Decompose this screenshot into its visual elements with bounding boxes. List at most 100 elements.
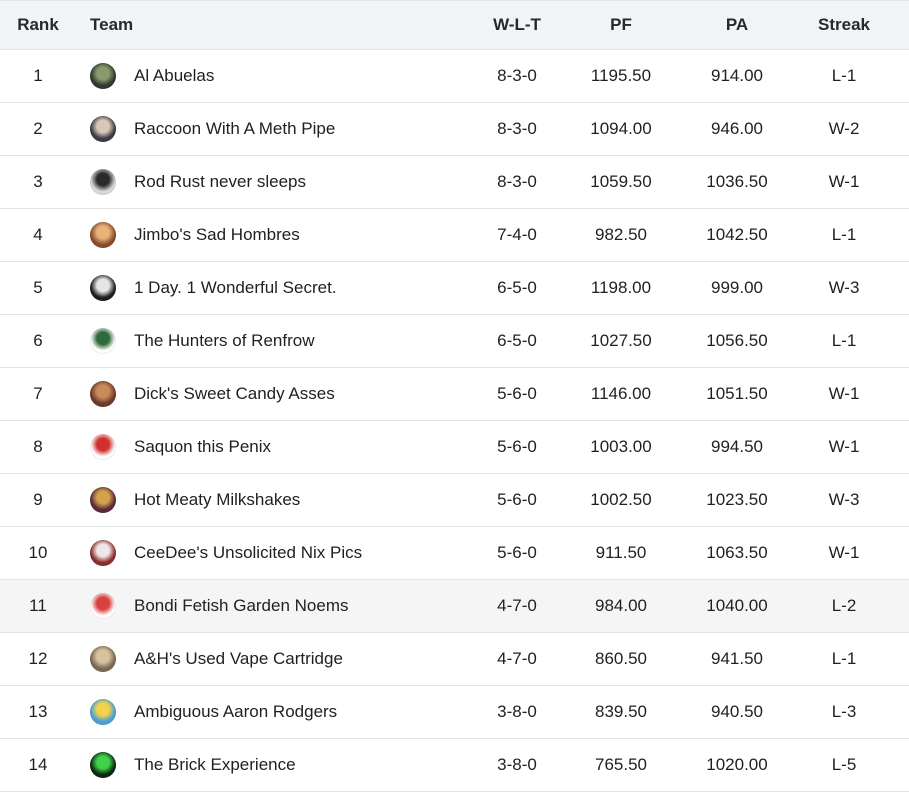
streak-cell: L-1: [831, 225, 857, 244]
team-cell[interactable]: Bondi Fetish Garden Noems: [76, 593, 474, 619]
team-name-link[interactable]: 1 Day. 1 Wonderful Secret.: [134, 278, 337, 297]
team-logo-icon[interactable]: [90, 434, 116, 460]
points-against-cell: 999.00: [711, 278, 763, 297]
table-body: 1 Al Abuelas 8-3-0 1195.50 914.00 L-1 2 Raccoon…: [0, 50, 909, 792]
team-cell[interactable]: Hot Meaty Milkshakes: [76, 487, 474, 513]
streak-cell: L-2: [831, 596, 857, 615]
rank-cell: 13: [28, 702, 48, 721]
header-streak[interactable]: Streak: [818, 15, 870, 34]
team-cell[interactable]: Jimbo's Sad Hombres: [76, 222, 474, 248]
points-for-cell: 860.50: [595, 649, 647, 668]
team-cell[interactable]: A&H's Used Vape Cartridge: [76, 646, 474, 672]
table-row: 2 Raccoon With A Meth Pipe 8-3-0 1094.00 946…: [0, 103, 909, 156]
rank-cell: 10: [28, 543, 48, 562]
points-against-cell: 1023.50: [706, 490, 768, 509]
team-name-link[interactable]: Bondi Fetish Garden Noems: [134, 596, 349, 615]
team-logo-icon[interactable]: [90, 222, 116, 248]
rank-cell: 4: [33, 225, 43, 244]
table-row: 14 The Brick Experience 3-8-0 765.50 1020.00…: [0, 739, 909, 792]
streak-cell: W-1: [828, 543, 860, 562]
team-cell[interactable]: CeeDee's Unsolicited Nix Pics: [76, 540, 474, 566]
header-pf[interactable]: PF: [610, 15, 632, 34]
points-against-cell: 1040.00: [706, 596, 768, 615]
team-name-link[interactable]: Dick's Sweet Candy Asses: [134, 384, 335, 403]
team-cell[interactable]: Ambiguous Aaron Rodgers: [76, 699, 474, 725]
team-name-link[interactable]: Jimbo's Sad Hombres: [134, 225, 300, 244]
record-cell: 3-8-0: [497, 702, 537, 721]
team-logo-icon[interactable]: [90, 381, 116, 407]
team-name-link[interactable]: Raccoon With A Meth Pipe: [134, 119, 336, 138]
streak-cell: W-1: [828, 172, 860, 191]
points-for-cell: 1002.50: [590, 490, 652, 509]
team-name-link[interactable]: Rod Rust never sleeps: [134, 172, 306, 191]
team-logo-icon[interactable]: [90, 275, 116, 301]
rank-cell: 12: [28, 649, 48, 668]
streak-cell: L-5: [831, 755, 857, 774]
team-logo-icon[interactable]: [90, 540, 116, 566]
rank-cell: 14: [28, 755, 48, 774]
header-wlt[interactable]: W-L-T: [493, 15, 541, 34]
points-for-cell: 984.00: [595, 596, 647, 615]
team-logo-icon[interactable]: [90, 116, 116, 142]
team-name-link[interactable]: Al Abuelas: [134, 66, 215, 85]
team-cell[interactable]: 1 Day. 1 Wonderful Secret.: [76, 275, 474, 301]
team-logo-icon[interactable]: [90, 487, 116, 513]
rank-cell: 8: [33, 437, 43, 456]
table-row: 6 The Hunters of Renfrow 6-5-0 1027.50 1056.…: [0, 315, 909, 368]
rank-cell: 2: [33, 119, 43, 138]
streak-cell: L-3: [831, 702, 857, 721]
team-logo-icon[interactable]: [90, 328, 116, 354]
table-row: 12 A&H's Used Vape Cartridge 4-7-0 860.50 94…: [0, 633, 909, 686]
table-row: 4 Jimbo's Sad Hombres 7-4-0 982.50 1042.50 L-…: [0, 209, 909, 262]
team-logo-icon[interactable]: [90, 169, 116, 195]
record-cell: 8-3-0: [497, 119, 537, 138]
team-logo-icon[interactable]: [90, 752, 116, 778]
table-row: 11 Bondi Fetish Garden Noems 4-7-0 984.00 10…: [0, 580, 909, 633]
header-pa[interactable]: PA: [725, 15, 749, 34]
points-against-cell: 946.00: [711, 119, 763, 138]
streak-cell: W-2: [828, 119, 860, 138]
points-for-cell: 982.50: [595, 225, 647, 244]
streak-cell: W-3: [828, 278, 860, 297]
table-header: Rank Team W-L-T PF PA Streak: [0, 0, 909, 50]
team-cell[interactable]: The Hunters of Renfrow: [76, 328, 474, 354]
team-name-link[interactable]: The Brick Experience: [134, 755, 296, 774]
team-cell[interactable]: Raccoon With A Meth Pipe: [76, 116, 474, 142]
team-cell[interactable]: Al Abuelas: [76, 63, 474, 89]
points-against-cell: 940.50: [711, 702, 763, 721]
streak-cell: L-1: [831, 331, 857, 350]
team-logo-icon[interactable]: [90, 699, 116, 725]
rank-cell: 6: [33, 331, 43, 350]
team-name-link[interactable]: The Hunters of Renfrow: [134, 331, 315, 350]
record-cell: 5-6-0: [497, 490, 537, 509]
header-rank[interactable]: Rank: [17, 15, 59, 34]
table-row: 7 Dick's Sweet Candy Asses 5-6-0 1146.00 105…: [0, 368, 909, 421]
team-cell[interactable]: Rod Rust never sleeps: [76, 169, 474, 195]
points-against-cell: 1056.50: [706, 331, 768, 350]
record-cell: 5-6-0: [497, 384, 537, 403]
points-for-cell: 1195.50: [590, 66, 652, 85]
rank-cell: 1: [33, 66, 43, 85]
points-for-cell: 765.50: [595, 755, 647, 774]
points-for-cell: 1146.00: [590, 384, 652, 403]
header-team[interactable]: Team: [90, 15, 134, 34]
team-cell[interactable]: Dick's Sweet Candy Asses: [76, 381, 474, 407]
points-against-cell: 941.50: [711, 649, 763, 668]
team-cell[interactable]: The Brick Experience: [76, 752, 474, 778]
team-name-link[interactable]: CeeDee's Unsolicited Nix Pics: [134, 543, 363, 562]
team-name-link[interactable]: A&H's Used Vape Cartridge: [134, 649, 343, 668]
team-logo-icon[interactable]: [90, 593, 116, 619]
team-name-link[interactable]: Hot Meaty Milkshakes: [134, 490, 301, 509]
points-against-cell: 994.50: [711, 437, 763, 456]
record-cell: 7-4-0: [497, 225, 537, 244]
table-row: 3 Rod Rust never sleeps 8-3-0 1059.50 1036.5…: [0, 156, 909, 209]
team-cell[interactable]: Saquon this Penix: [76, 434, 474, 460]
team-name-link[interactable]: Saquon this Penix: [134, 437, 272, 456]
table-row: 9 Hot Meaty Milkshakes 5-6-0 1002.50 1023.50…: [0, 474, 909, 527]
team-logo-icon[interactable]: [90, 646, 116, 672]
streak-cell: W-3: [828, 490, 860, 509]
team-name-link[interactable]: Ambiguous Aaron Rodgers: [134, 702, 338, 721]
table-row: 10 CeeDee's Unsolicited Nix Pics 5-6-0 911.…: [0, 527, 909, 580]
team-logo-icon[interactable]: [90, 63, 116, 89]
points-against-cell: 1063.50: [706, 543, 768, 562]
